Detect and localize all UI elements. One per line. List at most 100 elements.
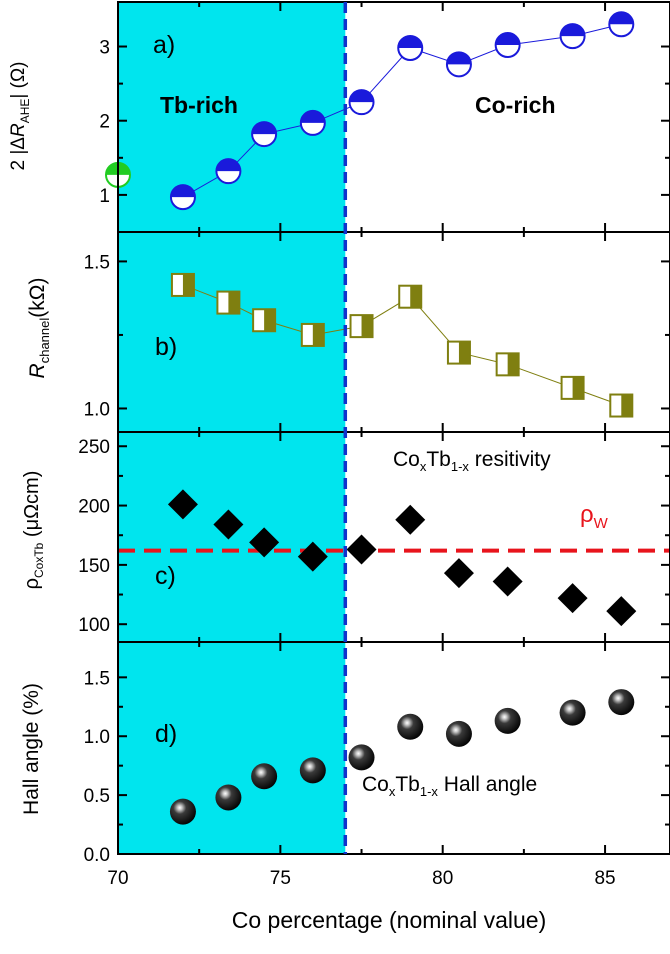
resistivity-annotation-co: Co <box>393 448 420 471</box>
hall-annotation-tb: Tb <box>395 773 420 796</box>
panel-d-point <box>299 757 326 784</box>
panel-b-ylabel-unit: (kΩ) <box>26 278 49 318</box>
panel-a-point <box>348 89 375 116</box>
panel-c-point <box>167 489 198 520</box>
panel-c-ylabel-subscript: CoxTb <box>32 542 46 578</box>
panel-b-series-line <box>182 284 622 406</box>
marker-fill <box>507 353 519 376</box>
panel-d-point <box>608 689 635 716</box>
panel-frame-d <box>117 641 670 855</box>
panel-c-point <box>606 596 637 627</box>
marker-fill <box>621 394 633 417</box>
panel-d-point <box>215 784 242 811</box>
y-tick-label: 100 <box>78 615 110 636</box>
tb-rich-region <box>118 2 346 854</box>
y-tick-label: 1.0 <box>84 399 110 420</box>
marker-fill <box>495 33 520 46</box>
marker-fill <box>182 273 194 296</box>
marker-fill <box>264 309 276 332</box>
hall-annotation-suffix: Hall angle <box>438 773 537 796</box>
panel-a-point <box>559 23 586 50</box>
panel-c-ylabel-symbol: ρ <box>21 578 43 589</box>
panel-c-points <box>167 489 637 627</box>
marker-fill <box>572 376 584 399</box>
panel-c: c) CoxTb1-x resitivity ρW ρCoxTb (μΩcm) <box>21 448 670 627</box>
panel-a-y-axis-label: 2 |ΔRAHE| (Ω) <box>8 62 32 171</box>
panel-a-point <box>445 51 472 78</box>
panel-b-point <box>398 284 423 309</box>
panel-d: d) CoxTb1-x Hall angle Hall angle (%) <box>20 683 635 825</box>
hall-annotation-x: x <box>389 784 396 799</box>
panel-a-point <box>397 35 424 61</box>
panel-a-point <box>251 121 278 148</box>
panel-c-point <box>346 534 377 565</box>
panel-b-y-axis-label: Rchannel(kΩ) <box>26 278 52 379</box>
panel-c-point <box>297 541 328 572</box>
panel-b-point <box>446 340 471 365</box>
panel-d-label: d) <box>155 720 177 748</box>
resistivity-annotation-suffix: resitivity <box>469 448 551 471</box>
y-tick-label: 0.5 <box>84 786 110 807</box>
panel-d-point <box>251 763 278 790</box>
panel-b-point <box>216 290 241 315</box>
panel-d-point <box>494 707 521 734</box>
y-tick-label: 250 <box>78 437 110 458</box>
y-tick-label: 0.0 <box>84 845 110 866</box>
x-tick-label: 75 <box>270 868 291 889</box>
panel-b-ylabel-symbol: R <box>26 363 49 378</box>
x-tick-label: 70 <box>107 868 128 889</box>
panel-a-point <box>169 184 196 211</box>
panel-d-y-axis-label: Hall angle (%) <box>20 683 43 815</box>
panel-b-point <box>495 352 520 377</box>
resistivity-annotation-1-x: 1-x <box>451 459 470 474</box>
panel-a-ylabel-prefix: 2 |Δ <box>8 137 29 171</box>
panel-b-label: b) <box>155 333 177 361</box>
panel-c-label: c) <box>155 562 176 590</box>
y-tick-label: 1.5 <box>84 252 110 273</box>
panel-d-point <box>445 720 472 747</box>
panel-b-point <box>170 272 195 297</box>
x-axis-label: Co percentage (nominal value) <box>232 907 547 933</box>
marker-fill <box>410 285 422 308</box>
axes: 1 2 3 1.0 1.5 100 150 200 250 0.0 0.5 1.0 1.5 70 75 80 8… <box>78 1 670 889</box>
rho-w-label-symbol: ρ <box>580 501 594 528</box>
marker-fill <box>349 90 374 103</box>
panel-a-point <box>494 32 521 59</box>
marker-fill <box>446 52 471 65</box>
resistivity-annotation-x: x <box>420 459 427 474</box>
panel-b-point <box>349 314 374 339</box>
panel-a: a) Tb-rich Co-rich 2 |ΔRAHE| (Ω) <box>8 11 635 211</box>
panel-d-points <box>169 689 635 825</box>
panel-c-point <box>443 558 474 589</box>
marker-fill <box>560 24 585 37</box>
panel-a-ylabel-suffix: | (Ω) <box>8 62 29 99</box>
resistivity-annotation: CoxTb1-x resitivity <box>393 448 551 474</box>
panel-a-ylabel-symbol: R <box>8 123 29 137</box>
panel-b-point <box>609 393 634 418</box>
hall-angle-annotation: CoxTb1-x Hall angle <box>362 773 537 799</box>
panel-c-point <box>492 566 523 597</box>
x-tick-label: 80 <box>432 868 453 889</box>
panel-a-ylabel-subscript: AHE <box>18 99 32 124</box>
svg-text:2 |ΔRAHE| (Ω): 2 |ΔRAHE| (Ω) <box>8 62 32 171</box>
y-tick-label: 1.5 <box>84 668 110 689</box>
panel-c-point <box>395 504 426 535</box>
marker-fill <box>398 36 423 48</box>
panel-b-point <box>300 322 325 347</box>
panel-a-label: a) <box>153 31 175 59</box>
y-tick-label: 150 <box>78 556 110 577</box>
marker-fill <box>170 185 195 198</box>
panel-b-point <box>560 375 585 400</box>
x-tick-label: 85 <box>594 868 615 889</box>
y-tick-label: 1.0 <box>84 727 110 748</box>
marker-fill <box>228 291 240 314</box>
hall-annotation-1-x: 1-x <box>420 784 439 799</box>
y-tick-label: 1 <box>99 186 110 207</box>
resistivity-annotation-tb: Tb <box>426 448 451 471</box>
svg-text:Rchannel(kΩ): Rchannel(kΩ) <box>26 278 52 379</box>
y-tick-label: 3 <box>99 38 110 59</box>
co-rich-label: Co-rich <box>475 92 556 118</box>
panel-a-series-line <box>182 23 622 198</box>
rho-w-label-subscript: W <box>594 515 609 532</box>
